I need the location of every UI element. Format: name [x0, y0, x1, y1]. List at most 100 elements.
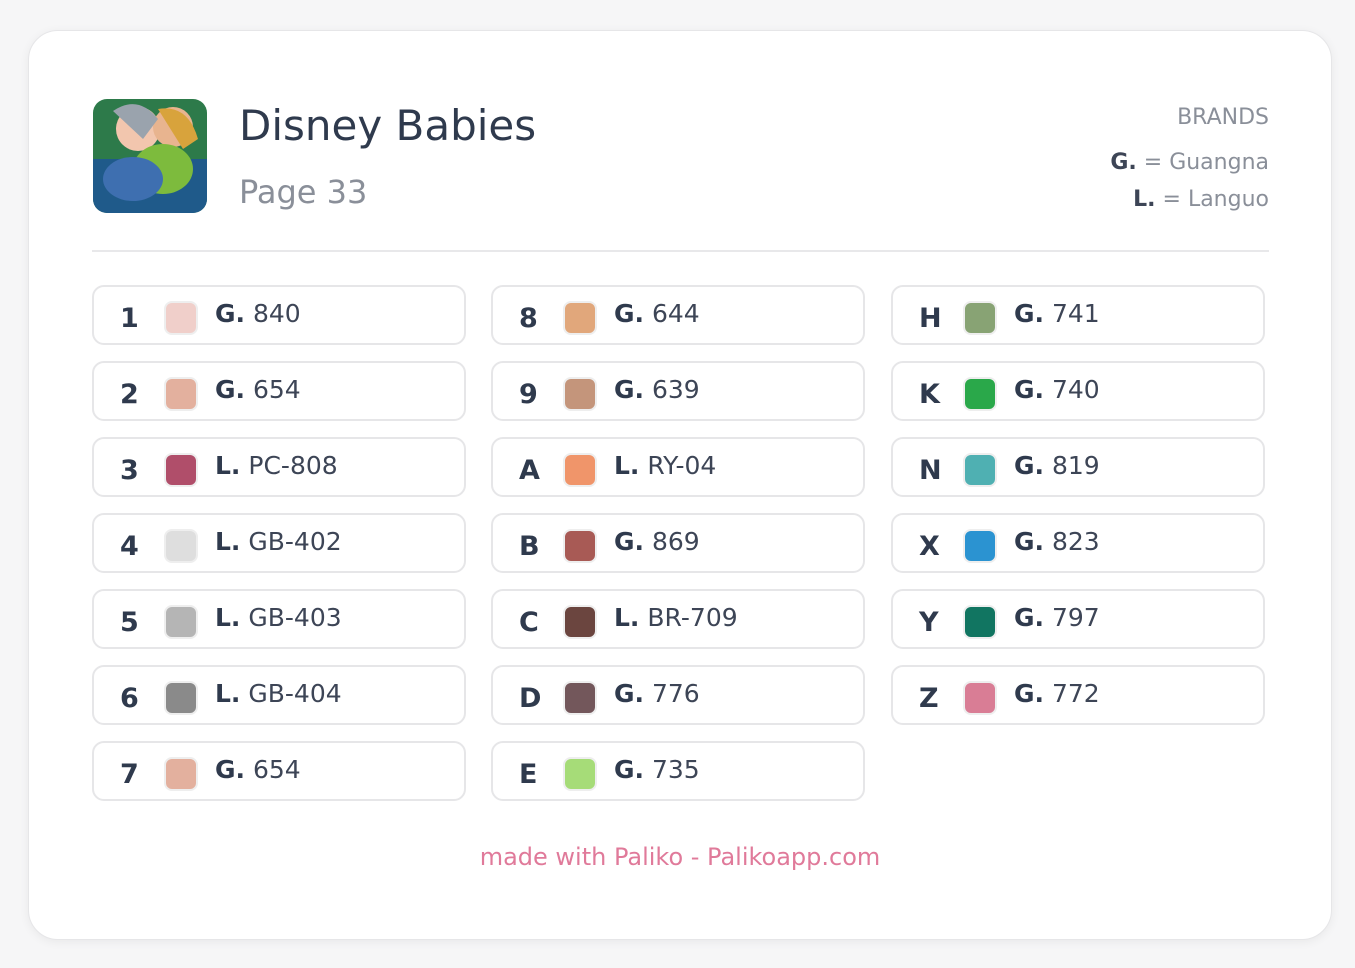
- item-number: 639: [651, 375, 700, 404]
- swatch: [563, 605, 597, 639]
- item-label: D: [519, 683, 542, 714]
- item-code: L. GB-402: [215, 527, 342, 556]
- item-label: 9: [519, 379, 538, 410]
- item-code: G. 644: [614, 299, 700, 328]
- swatch: [963, 605, 997, 639]
- item-label: 2: [120, 379, 139, 410]
- item-label: K: [919, 379, 940, 410]
- item-number: GB-404: [248, 679, 342, 708]
- item-number: GB-403: [248, 603, 342, 632]
- swatch: [963, 681, 997, 715]
- swatch: [164, 301, 198, 335]
- item-number: GB-402: [248, 527, 342, 556]
- item-brand: L.: [215, 527, 241, 556]
- color-item: 9 G. 639: [491, 361, 865, 421]
- item-brand: L.: [614, 603, 640, 632]
- color-item: 4 L. GB-402: [92, 513, 466, 573]
- item-brand: G.: [614, 679, 645, 708]
- color-item: 8 G. 644: [491, 285, 865, 345]
- swatch: [563, 301, 597, 335]
- brand-entry: L. = Languo: [1110, 181, 1269, 218]
- item-label: B: [519, 531, 540, 562]
- item-label: X: [919, 531, 940, 562]
- item-code: L. RY-04: [614, 451, 716, 480]
- item-number: 654: [252, 375, 301, 404]
- item-code: L. PC-808: [215, 451, 338, 480]
- item-brand: L.: [614, 451, 640, 480]
- color-item: Z G. 772: [891, 665, 1265, 725]
- brand-name: Guangna: [1169, 150, 1269, 175]
- swatch: [164, 757, 198, 791]
- item-label: 6: [120, 683, 139, 714]
- item-brand: G.: [215, 299, 246, 328]
- swatch: [563, 681, 597, 715]
- item-label: 5: [120, 607, 139, 638]
- item-label: 1: [120, 303, 139, 334]
- color-item: 5 L. GB-403: [92, 589, 466, 649]
- item-brand: G.: [1014, 527, 1045, 556]
- swatch: [963, 301, 997, 335]
- brand-entry: G. = Guangna: [1110, 144, 1269, 181]
- color-item: N G. 819: [891, 437, 1265, 497]
- item-number: 869: [651, 527, 700, 556]
- item-number: 823: [1051, 527, 1100, 556]
- item-label: N: [919, 455, 942, 486]
- item-label: 4: [120, 531, 139, 562]
- swatch: [164, 605, 198, 639]
- swatch: [164, 377, 198, 411]
- item-brand: G.: [614, 527, 645, 556]
- item-number: 819: [1051, 451, 1100, 480]
- color-item: D G. 776: [491, 665, 865, 725]
- brand-code: G.: [1110, 150, 1137, 175]
- item-label: 7: [120, 759, 139, 790]
- cover-image: [93, 99, 207, 213]
- swatch: [164, 681, 198, 715]
- swatch: [963, 453, 997, 487]
- item-code: G. 823: [1014, 527, 1100, 556]
- item-number: BR-709: [647, 603, 738, 632]
- item-code: G. 654: [215, 755, 301, 784]
- item-brand: G.: [1014, 375, 1045, 404]
- item-code: G. 776: [614, 679, 700, 708]
- item-label: Y: [919, 607, 939, 638]
- title: Disney Babies: [239, 101, 537, 150]
- brand-sep: =: [1162, 187, 1181, 212]
- color-item: 2 G. 654: [92, 361, 466, 421]
- color-item: A L. RY-04: [491, 437, 865, 497]
- item-code: G. 840: [215, 299, 301, 328]
- brands-heading: BRANDS: [1177, 105, 1269, 130]
- item-label: 8: [519, 303, 538, 334]
- color-item: 7 G. 654: [92, 741, 466, 801]
- item-code: G. 772: [1014, 679, 1100, 708]
- item-number: 654: [252, 755, 301, 784]
- item-brand: L.: [215, 451, 241, 480]
- brand-code: L.: [1133, 187, 1156, 212]
- color-item: 3 L. PC-808: [92, 437, 466, 497]
- item-brand: G.: [1014, 451, 1045, 480]
- item-label: A: [519, 455, 540, 486]
- subtitle: Page 33: [239, 173, 368, 211]
- brands: BRANDS G. = Guangna L. = Languo: [1110, 99, 1269, 218]
- item-brand: G.: [1014, 603, 1045, 632]
- item-code: G. 869: [614, 527, 700, 556]
- item-brand: L.: [215, 679, 241, 708]
- item-label: E: [519, 759, 538, 790]
- color-item: 1 G. 840: [92, 285, 466, 345]
- item-number: 741: [1051, 299, 1100, 328]
- item-number: 776: [651, 679, 700, 708]
- divider: [92, 250, 1269, 252]
- color-item: E G. 735: [491, 741, 865, 801]
- item-code: L. GB-403: [215, 603, 342, 632]
- swatch: [563, 757, 597, 791]
- brand-name: Languo: [1187, 187, 1269, 212]
- item-label: Z: [919, 683, 939, 714]
- swatch: [164, 529, 198, 563]
- item-number: PC-808: [248, 451, 338, 480]
- item-code: G. 654: [215, 375, 301, 404]
- swatch: [563, 377, 597, 411]
- swatch: [963, 529, 997, 563]
- card: Disney Babies Page 33 BRANDS G. = Guangn…: [28, 30, 1332, 940]
- item-code: L. GB-404: [215, 679, 342, 708]
- color-item: B G. 869: [491, 513, 865, 573]
- item-number: 772: [1051, 679, 1100, 708]
